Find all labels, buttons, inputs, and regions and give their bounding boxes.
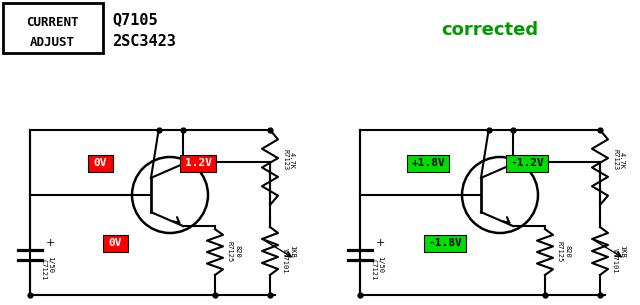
Text: 1/50: 1/50 — [47, 257, 53, 274]
Text: R7125: R7125 — [227, 241, 233, 262]
Text: 1KB: 1KB — [619, 245, 625, 257]
Text: VR7101: VR7101 — [282, 248, 288, 274]
FancyBboxPatch shape — [407, 155, 449, 171]
Text: 820: 820 — [564, 245, 570, 257]
Text: CURRENT: CURRENT — [26, 16, 78, 28]
Text: +: + — [46, 238, 56, 248]
Text: 0V: 0V — [108, 238, 122, 248]
FancyBboxPatch shape — [88, 155, 113, 171]
Text: 4.7K: 4.7K — [619, 152, 625, 168]
Text: -1.2V: -1.2V — [510, 158, 544, 168]
Text: VR7101: VR7101 — [612, 248, 618, 274]
Text: R7125: R7125 — [557, 241, 563, 262]
Text: 4.7K: 4.7K — [289, 152, 295, 168]
Text: R7123: R7123 — [612, 149, 618, 170]
FancyBboxPatch shape — [102, 235, 127, 252]
FancyBboxPatch shape — [3, 3, 103, 53]
Text: R7123: R7123 — [282, 149, 288, 170]
FancyBboxPatch shape — [180, 155, 216, 171]
Text: 820: 820 — [234, 245, 240, 257]
Text: 1/50: 1/50 — [377, 257, 383, 274]
Text: +: + — [376, 238, 385, 248]
Text: +1.8V: +1.8V — [411, 158, 445, 168]
Text: -1.8V: -1.8V — [428, 238, 462, 248]
Text: 1KB: 1KB — [289, 245, 295, 257]
Text: 2SC3423: 2SC3423 — [112, 34, 176, 49]
FancyBboxPatch shape — [506, 155, 548, 171]
Text: ADJUST: ADJUST — [29, 35, 74, 48]
Text: C7121: C7121 — [40, 259, 46, 281]
Text: C7121: C7121 — [370, 259, 376, 281]
Text: corrected: corrected — [442, 21, 539, 39]
FancyBboxPatch shape — [424, 235, 466, 252]
Text: Q7105: Q7105 — [112, 13, 157, 27]
Text: 0V: 0V — [93, 158, 107, 168]
Text: 1.2V: 1.2V — [184, 158, 211, 168]
